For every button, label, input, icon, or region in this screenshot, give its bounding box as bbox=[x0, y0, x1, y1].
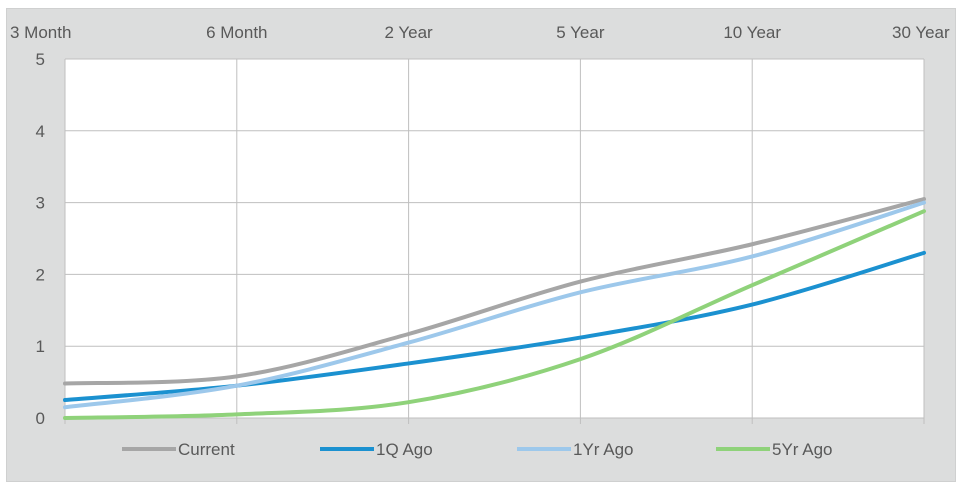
x-tick-label: 10 Year bbox=[723, 23, 781, 42]
chart-svg: 3 Month 6 Month 2 Year 5 Year 10 Year 30 Year… bbox=[10, 23, 950, 459]
series-line-5yr-ago bbox=[63, 209, 926, 420]
y-tick-label: 5 bbox=[36, 50, 45, 69]
y-tick-label: 4 bbox=[36, 122, 45, 141]
x-tick-label: 5 Year bbox=[556, 23, 605, 42]
legend-label-1q-ago: 1Q Ago bbox=[376, 440, 433, 459]
legend-label-5yr-ago: 5Yr Ago bbox=[772, 440, 833, 459]
x-axis-tick-labels: 3 Month 6 Month 2 Year 5 Year 10 Year 30 Year bbox=[10, 23, 950, 42]
legend-label-current: Current bbox=[178, 440, 235, 459]
x-tick-label: 30 Year bbox=[892, 23, 950, 42]
series-line-current bbox=[63, 197, 926, 386]
series-line-1yr-ago bbox=[63, 200, 926, 410]
series-lines bbox=[63, 197, 926, 420]
y-tick-label: 1 bbox=[36, 337, 45, 356]
plot-area bbox=[65, 59, 924, 418]
chart-frame: 3 Month 6 Month 2 Year 5 Year 10 Year 30 Year… bbox=[6, 8, 956, 482]
legend: Current 1Q Ago 1Yr Ago 5Yr Ago bbox=[122, 440, 833, 459]
legend-label-1yr-ago: 1Yr Ago bbox=[573, 440, 634, 459]
y-tick-label: 0 bbox=[36, 409, 45, 428]
y-axis-tick-labels: 0 1 2 3 4 5 bbox=[36, 50, 45, 428]
x-tick-label: 2 Year bbox=[384, 23, 433, 42]
y-tick-label: 2 bbox=[36, 265, 45, 284]
y-tick-label: 3 bbox=[36, 194, 45, 213]
x-tick-label: 6 Month bbox=[206, 23, 267, 42]
x-tick-label: 3 Month bbox=[10, 23, 71, 42]
